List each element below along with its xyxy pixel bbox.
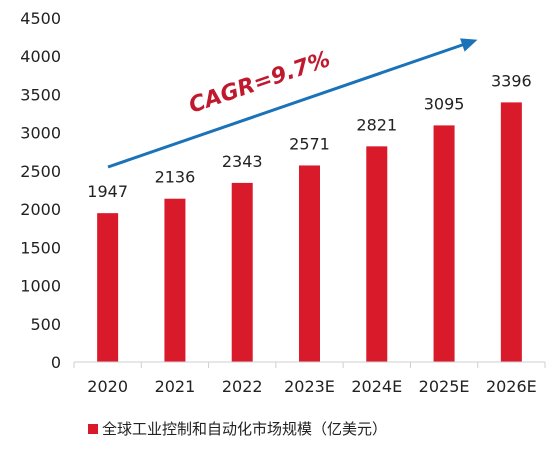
legend: 全球工业控制和自动化市场规模（亿美元） — [88, 418, 387, 439]
x-tick-label: 2020 — [87, 377, 128, 396]
data-label: 3095 — [424, 94, 465, 113]
y-tick-label: 1500 — [20, 238, 61, 257]
data-label: 1947 — [87, 182, 128, 201]
x-tick-label: 2022 — [222, 377, 263, 396]
data-label: 2571 — [289, 134, 330, 153]
cagr-arrow-line — [107, 41, 469, 169]
x-tick-label: 2026E — [486, 377, 537, 396]
x-tick-label: 2021 — [155, 377, 196, 396]
bar — [433, 125, 455, 362]
y-tick-label: 2000 — [20, 200, 61, 219]
x-axis-ticks: 2020 2021 2022 2023E 2024E 2025E 2026E — [73, 362, 546, 396]
y-tick-label: 4500 — [20, 9, 61, 28]
legend-label: 全球工业控制和自动化市场规模（亿美元） — [102, 420, 388, 438]
y-tick-label: 3500 — [20, 85, 61, 104]
y-tick-label: 1000 — [20, 277, 61, 296]
bar — [97, 213, 119, 362]
data-label: 2136 — [155, 168, 196, 187]
x-tick-label: 2024E — [351, 377, 402, 396]
y-tick-label: 4000 — [20, 47, 61, 66]
y-tick-label: 0 — [51, 353, 61, 372]
y-tick-label: 500 — [30, 315, 61, 334]
cagr-arrow-head — [460, 38, 478, 52]
y-tick-label: 3000 — [20, 124, 61, 143]
bar — [164, 198, 186, 362]
bar — [299, 165, 320, 362]
x-tick-label: 2025E — [419, 377, 470, 396]
value-labels: 1947 2136 2343 2571 2821 3095 3396 — [87, 71, 531, 201]
data-label: 2821 — [356, 115, 397, 134]
y-axis-ticks: 0 500 1000 1500 2000 2500 3000 3500 4000 4500 — [20, 9, 61, 372]
data-label: 2343 — [222, 152, 263, 171]
bar — [500, 102, 522, 363]
bar — [231, 182, 253, 362]
legend-swatch — [88, 423, 98, 434]
bars — [97, 102, 522, 363]
x-tick-label: 2023E — [284, 377, 335, 396]
data-label: 3396 — [491, 71, 532, 90]
bar — [366, 146, 388, 362]
cagr-label: CAGR=9.7% — [186, 47, 334, 119]
y-tick-label: 2500 — [20, 162, 61, 181]
